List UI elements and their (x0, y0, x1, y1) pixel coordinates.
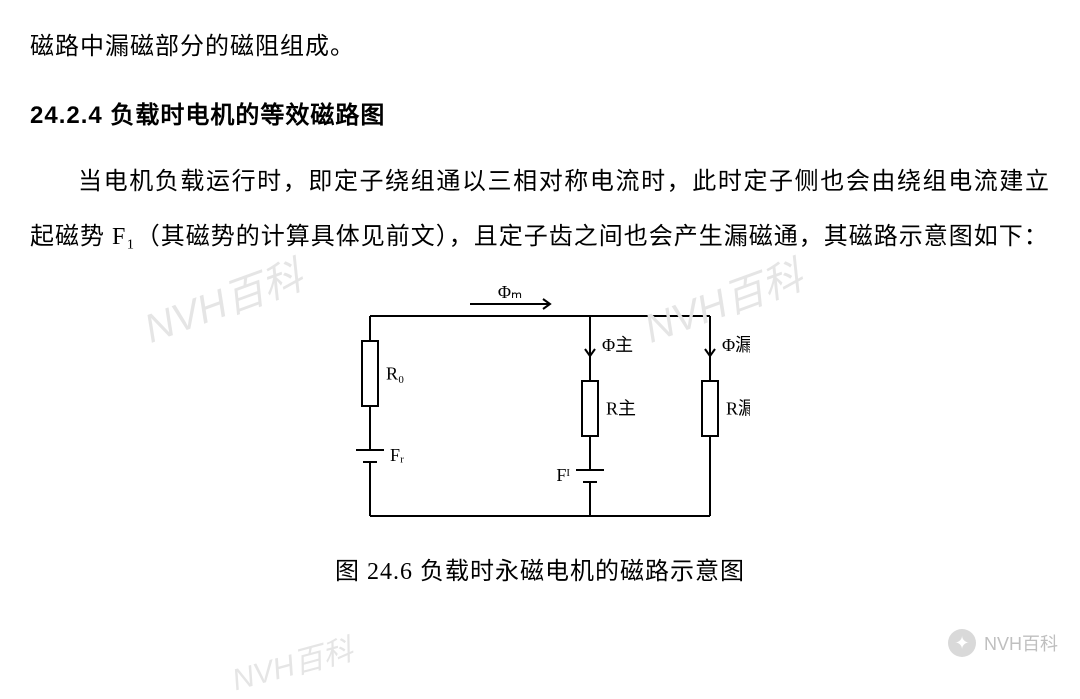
svg-text:Φ漏: Φ漏 (722, 335, 750, 355)
section-heading: 24.2.4 负载时电机的等效磁路图 (30, 95, 1050, 130)
svg-text:R主: R主 (606, 398, 636, 418)
svg-text:Φₘ: Φₘ (498, 286, 522, 302)
brand-logo-icon: ✦ (948, 629, 976, 657)
svg-text:Fᴵ: Fᴵ (556, 465, 570, 485)
figure-circuit: R₀ Fᵣ Φ主 R主 Fᴵ Φ漏 R漏 Φₘ 图 24.6 负载时永磁电机的磁路示意图 (30, 286, 1050, 586)
svg-text:Fᵣ: Fᵣ (390, 445, 404, 465)
brand-name: NVH百科 (984, 630, 1058, 656)
svg-text:Φ主: Φ主 (602, 335, 633, 355)
brand-badge: ✦ NVH百科 (948, 629, 1058, 657)
circuit-svg: R₀ Fᵣ Φ主 R主 Fᴵ Φ漏 R漏 Φₘ (330, 286, 750, 536)
body-paragraph: 当电机负载运行时，即定子绕组通以三相对称电流时，此时定子侧也会由绕组电流建立起磁… (30, 155, 1050, 265)
svg-text:R₀: R₀ (386, 363, 404, 383)
figure-caption: 图 24.6 负载时永磁电机的磁路示意图 (30, 551, 1050, 586)
svg-text:R漏: R漏 (726, 398, 750, 418)
page: NVH百科 NVH百科 NVH百科 磁路中漏磁部分的磁阻组成。 24.2.4 负… (0, 0, 1080, 606)
body-line-continuation: 磁路中漏磁部分的磁阻组成。 (30, 20, 1050, 75)
watermark: NVH百科 (226, 625, 357, 699)
